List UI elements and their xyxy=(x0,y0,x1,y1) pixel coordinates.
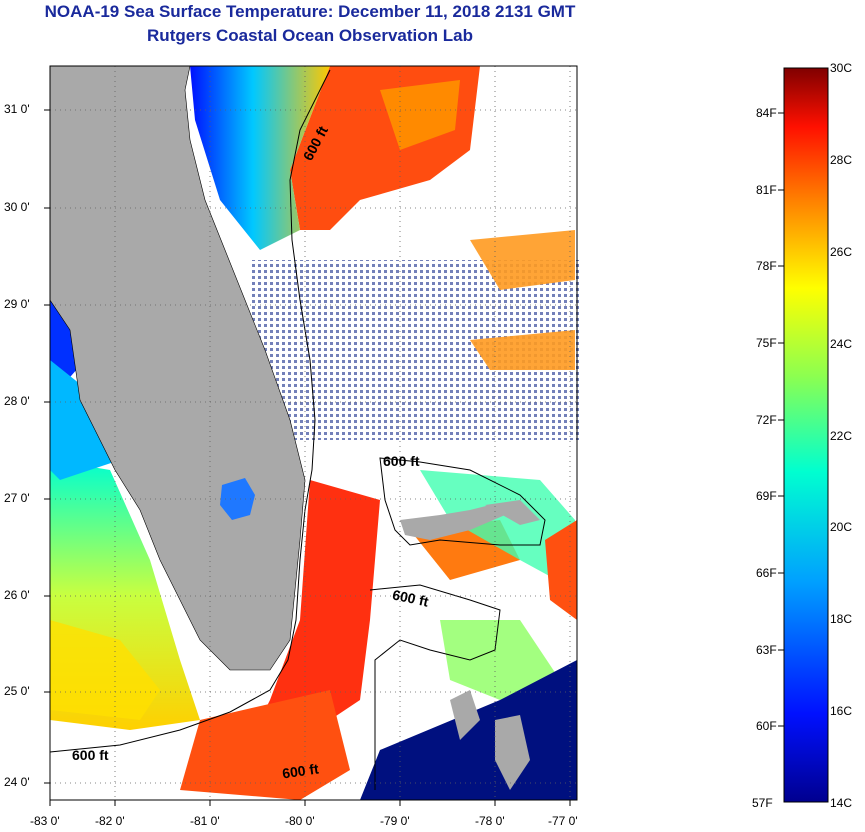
colorbar-fahrenheit-label: 63F xyxy=(756,643,777,657)
shelf-water-north xyxy=(190,66,330,250)
bahamas-banks xyxy=(420,470,575,590)
colorbar-fahrenheit-label: 60F xyxy=(756,719,777,733)
lat-label: 27 0' xyxy=(4,491,30,505)
gulf-stream-south xyxy=(250,480,380,740)
colorbar-celsius-label: 22C xyxy=(830,429,853,443)
map-subtitle: Rutgers Coastal Ocean Observation Lab xyxy=(147,26,473,45)
colorbar-celsius-label: 14C xyxy=(830,796,853,810)
abaco xyxy=(485,500,540,525)
lake-okeechobee xyxy=(220,478,255,520)
map-title: NOAA-19 Sea Surface Temperature: Decembe… xyxy=(44,2,576,21)
lat-label: 31 0' xyxy=(4,102,30,116)
lon-label: -80 0' xyxy=(285,814,315,828)
lon-label: -79 0' xyxy=(380,814,410,828)
lat-label: 25 0' xyxy=(4,684,30,698)
colorbar-celsius-label: 24C xyxy=(830,337,853,351)
lat-label: 26 0' xyxy=(4,588,30,602)
contour-label-west: 600 ft xyxy=(72,747,109,763)
colorbar-celsius-label: 26C xyxy=(830,245,853,259)
lat-label: 29 0' xyxy=(4,297,30,311)
colorbar-celsius-label: 30C xyxy=(830,61,853,75)
lat-label: 28 0' xyxy=(4,394,30,408)
colorbar-fahrenheit-label: 78F xyxy=(756,259,777,273)
contour-600ft-florida xyxy=(49,69,331,753)
contour-label-bahama: 600 ft xyxy=(383,453,420,469)
colorbar-fahrenheit-label: 75F xyxy=(756,336,777,350)
contour-label-great-bahama: 600 ft xyxy=(391,586,430,609)
colorbar-fahrenheit-label: 72F xyxy=(756,413,777,427)
lon-label: -78 0' xyxy=(475,814,505,828)
plot-frame xyxy=(49,65,578,801)
colorbar xyxy=(783,67,829,803)
andros xyxy=(450,690,480,740)
colorbar-fahrenheit-label: 69F xyxy=(756,489,777,503)
lon-label: -83 0' xyxy=(30,814,60,828)
lon-label: -77 0' xyxy=(548,814,578,828)
colorbar-fahrenheit-label: 57F xyxy=(752,796,773,810)
colorbar-celsius-label: 16C xyxy=(830,704,853,718)
contour-600ft-great-bahama xyxy=(369,584,501,790)
colorbar-fahrenheit-label: 84F xyxy=(756,106,777,120)
colorbar-celsius-label: 20C xyxy=(830,520,853,534)
contour-600ft-little-bahama xyxy=(379,457,546,546)
lat-label: 24 0' xyxy=(4,775,30,789)
florida-land xyxy=(49,65,306,671)
exuma xyxy=(495,715,530,790)
lon-label: -81 0' xyxy=(190,814,220,828)
colorbar-celsius-label: 18C xyxy=(830,612,853,626)
colorbar-fahrenheit-label: 81F xyxy=(756,183,777,197)
colorbar-ticks xyxy=(778,112,784,727)
lat-label: 30 0' xyxy=(4,200,30,214)
colorbar-celsius-label: 28C xyxy=(830,153,853,167)
contour-label-south: 600 ft xyxy=(281,760,320,781)
colorbar-fahrenheit-label: 66F xyxy=(756,566,777,580)
axis-ticks xyxy=(44,109,571,806)
lon-label: -82 0' xyxy=(95,814,125,828)
grand-bahama xyxy=(400,505,505,540)
